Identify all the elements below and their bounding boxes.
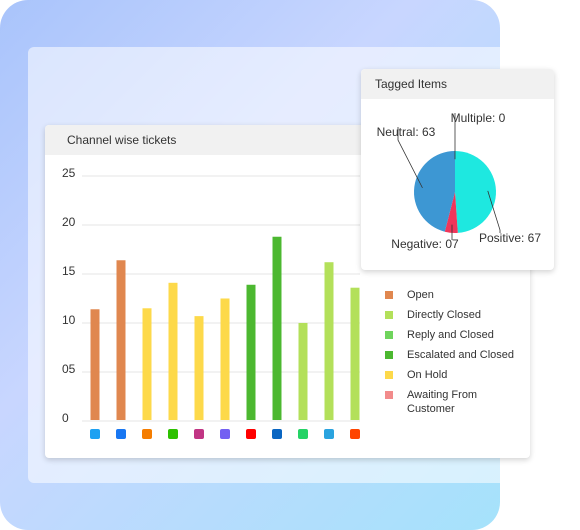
channel-icon: [90, 429, 100, 439]
pie-slice: [455, 151, 496, 233]
legend-swatch: [385, 291, 393, 299]
legend-swatch: [385, 351, 393, 359]
legend-item: Awaiting From Customer: [385, 388, 515, 416]
channel-icon: [272, 429, 282, 439]
bar: [350, 287, 360, 420]
channel-icon: [220, 429, 230, 439]
legend-item: Escalated and Closed: [385, 348, 515, 362]
channel-icon: [246, 429, 256, 439]
leader-line: [487, 190, 501, 233]
pie-slice: [444, 192, 458, 233]
y-tick-label: 25: [62, 166, 76, 180]
channel-icon: [324, 429, 334, 439]
y-tick-label: 20: [62, 215, 76, 229]
legend-label: Escalated and Closed: [407, 349, 515, 361]
legend-label: Awaiting From Customer: [407, 389, 478, 415]
legend-label: Open: [407, 289, 434, 301]
bar: [324, 262, 334, 420]
y-tick-label: 15: [62, 264, 76, 278]
legend-label: Reply and Closed: [407, 329, 494, 341]
legend-item: Directly Closed: [385, 308, 515, 322]
legend-swatch: [385, 371, 393, 379]
pie-title: Tagged Items: [361, 69, 554, 99]
channel-icon: [298, 429, 308, 439]
legend-label: Directly Closed: [407, 309, 481, 321]
legend-swatch: [385, 311, 393, 319]
y-tick-label: 05: [62, 362, 76, 376]
y-tick-label: 0: [62, 411, 69, 425]
legend-item: On Hold: [385, 368, 515, 382]
bar: [116, 260, 126, 420]
channel-icon: [168, 429, 178, 439]
bar: [246, 284, 256, 420]
bar: [142, 308, 152, 420]
data-label: Negative: 07: [391, 237, 459, 251]
bar: [220, 298, 230, 420]
pie-slice: [413, 150, 455, 232]
data-label: Neutral: 63: [377, 125, 436, 139]
y-tick-label: 10: [62, 313, 76, 327]
channel-icon: [350, 429, 360, 439]
channel-icon: [194, 429, 204, 439]
bar: [194, 316, 204, 420]
legend-label: On Hold: [407, 369, 448, 381]
bar: [90, 309, 100, 420]
legend-item: Open: [385, 288, 515, 302]
bar: [272, 236, 282, 420]
legend-swatch: [385, 391, 393, 399]
channel-icon: [142, 429, 152, 439]
legend-item: Reply and Closed: [385, 328, 515, 342]
legend: Open Directly Closed Reply and Closed Escal…: [385, 288, 515, 422]
data-label: Positive: 67: [479, 231, 541, 245]
data-label: Multiple: 0: [451, 111, 506, 125]
legend-swatch: [385, 331, 393, 339]
bar: [168, 282, 178, 420]
bar: [298, 322, 308, 420]
channel-icon: [116, 429, 126, 439]
leader-line: [397, 127, 423, 189]
